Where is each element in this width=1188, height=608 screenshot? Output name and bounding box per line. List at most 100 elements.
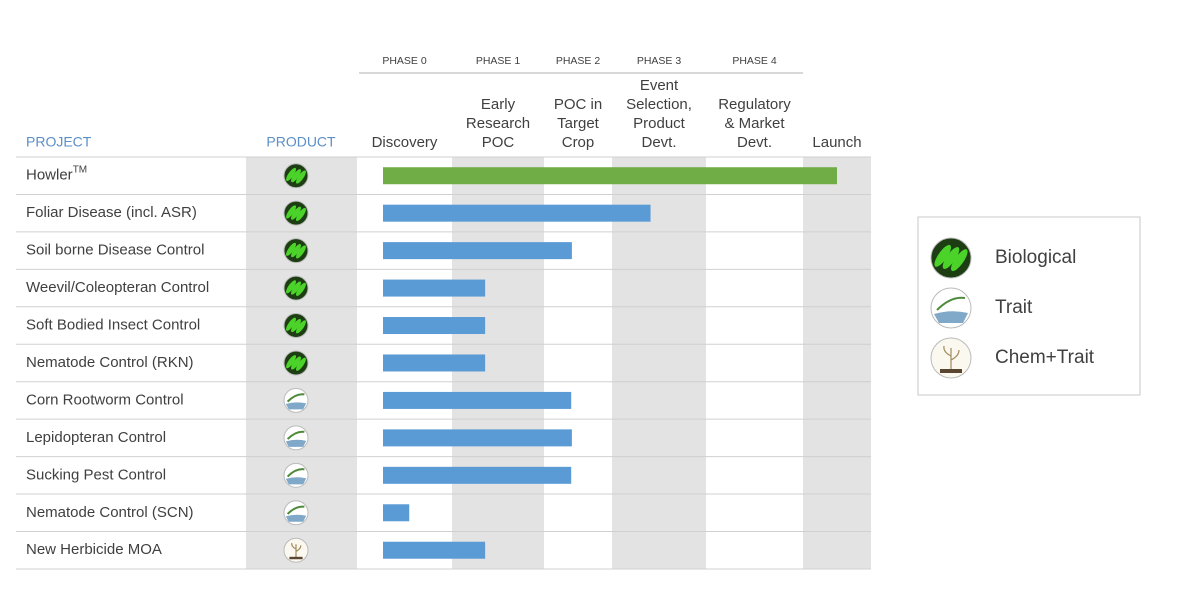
phase-label: PHASE 4 bbox=[732, 55, 777, 67]
product-icon bbox=[283, 462, 309, 488]
project-text: Sucking Pest Control bbox=[26, 466, 166, 483]
project-name: New Herbicide MOA bbox=[26, 541, 162, 558]
stage-label: Target bbox=[557, 115, 600, 132]
product-icon bbox=[283, 500, 309, 526]
icon-cell bbox=[286, 280, 297, 294]
project-name: Soft Bodied Insect Control bbox=[26, 316, 200, 333]
stage-label: Launch bbox=[812, 134, 861, 151]
product-icon bbox=[930, 287, 972, 329]
project-name: Weevil/Coleopteran Control bbox=[26, 279, 209, 296]
product-icon bbox=[283, 387, 309, 413]
icon-leaf bbox=[286, 468, 305, 478]
icon-ground bbox=[289, 556, 303, 560]
stage-label: Early bbox=[481, 96, 516, 113]
project-text: Nematode Control (RKN) bbox=[26, 354, 194, 371]
project-name: Foliar Disease (incl. ASR) bbox=[26, 204, 197, 221]
icon-soil bbox=[934, 311, 968, 323]
icon-cell bbox=[295, 357, 306, 371]
stage-label: POC bbox=[482, 134, 515, 151]
progress-bar bbox=[383, 354, 486, 372]
stage-label: Event bbox=[640, 77, 679, 94]
stage-label: & Market bbox=[724, 115, 785, 132]
project-name: Nematode Control (RKN) bbox=[26, 354, 194, 371]
project-name: HowlerTM bbox=[26, 164, 87, 183]
product-icon bbox=[283, 313, 309, 339]
icon-cell bbox=[286, 205, 297, 219]
product-icon bbox=[283, 537, 309, 563]
progress-bar bbox=[383, 429, 572, 447]
icon-cell bbox=[295, 282, 306, 296]
icon-soil bbox=[285, 402, 307, 410]
progress-bar bbox=[383, 167, 837, 185]
icon-cell bbox=[295, 170, 306, 184]
stage-shade bbox=[612, 157, 706, 569]
icon-cell bbox=[286, 355, 297, 369]
project-name: Soil borne Disease Control bbox=[26, 242, 204, 259]
progress-bar bbox=[383, 279, 486, 297]
icon-cell bbox=[291, 169, 301, 183]
stage-label: Regulatory bbox=[718, 96, 791, 113]
icon-cell bbox=[291, 356, 301, 370]
icon-soil bbox=[285, 477, 307, 485]
icon-ground bbox=[940, 369, 962, 373]
progress-bar bbox=[383, 317, 486, 335]
product-header: PRODUCT bbox=[266, 134, 336, 150]
icon-leaf bbox=[936, 296, 966, 311]
product-icon bbox=[283, 275, 309, 301]
legend-label: Chem+Trait bbox=[995, 347, 1095, 368]
project-text: Nematode Control (SCN) bbox=[26, 504, 194, 521]
project-text: New Herbicide MOA bbox=[26, 541, 162, 558]
icon-cell bbox=[295, 245, 306, 259]
project-name: Sucking Pest Control bbox=[26, 466, 166, 483]
icon-leaf bbox=[286, 505, 305, 515]
phase-label: PHASE 1 bbox=[476, 55, 521, 67]
icon-cell bbox=[286, 317, 297, 331]
project-text: Soft Bodied Insect Control bbox=[26, 316, 200, 333]
icon-leaf bbox=[286, 393, 305, 403]
icon-soil bbox=[285, 514, 307, 522]
product-icon bbox=[283, 200, 309, 226]
progress-bar bbox=[383, 391, 572, 409]
legend-label: Biological bbox=[995, 247, 1076, 268]
phase-label: PHASE 3 bbox=[637, 55, 682, 67]
progress-bar bbox=[383, 204, 651, 222]
project-text: Foliar Disease (incl. ASR) bbox=[26, 204, 197, 221]
product-icon bbox=[283, 425, 309, 451]
icon-cell bbox=[291, 281, 301, 295]
project-sup: TM bbox=[73, 164, 87, 175]
stage-shade bbox=[803, 157, 871, 569]
progress-bar bbox=[383, 541, 486, 559]
project-text: Lepidopteran Control bbox=[26, 429, 166, 446]
stage-label: Devt. bbox=[641, 134, 676, 151]
product-icon bbox=[283, 238, 309, 264]
stage-label: Crop bbox=[562, 134, 595, 151]
stage-label: POC in bbox=[554, 96, 602, 113]
project-text: Corn Rootworm Control bbox=[26, 391, 184, 408]
stage-label: Product bbox=[633, 115, 686, 132]
icon-leaf bbox=[286, 430, 305, 440]
project-header: PROJECT bbox=[26, 134, 92, 150]
icon-cell bbox=[295, 320, 306, 334]
icon-cell bbox=[291, 318, 301, 333]
icon-cell bbox=[286, 242, 297, 256]
icon-soil bbox=[285, 439, 307, 447]
project-text: Howler bbox=[26, 167, 73, 184]
progress-bar bbox=[383, 504, 410, 522]
icon-cell bbox=[942, 247, 960, 269]
progress-bar bbox=[383, 242, 572, 260]
phase-label: PHASE 2 bbox=[556, 55, 601, 67]
icon-cell bbox=[950, 249, 968, 272]
project-name: Nematode Control (SCN) bbox=[26, 504, 194, 521]
icon-cell bbox=[295, 207, 306, 222]
project-text: Soil borne Disease Control bbox=[26, 242, 204, 259]
stage-label: Devt. bbox=[737, 134, 772, 151]
icon-plant bbox=[291, 542, 302, 558]
project-name: Lepidopteran Control bbox=[26, 429, 166, 446]
progress-bar bbox=[383, 466, 572, 484]
stage-label: Discovery bbox=[372, 134, 438, 151]
icon-cell bbox=[291, 244, 301, 258]
project-name: Corn Rootworm Control bbox=[26, 391, 184, 408]
icon-cell bbox=[934, 244, 952, 267]
